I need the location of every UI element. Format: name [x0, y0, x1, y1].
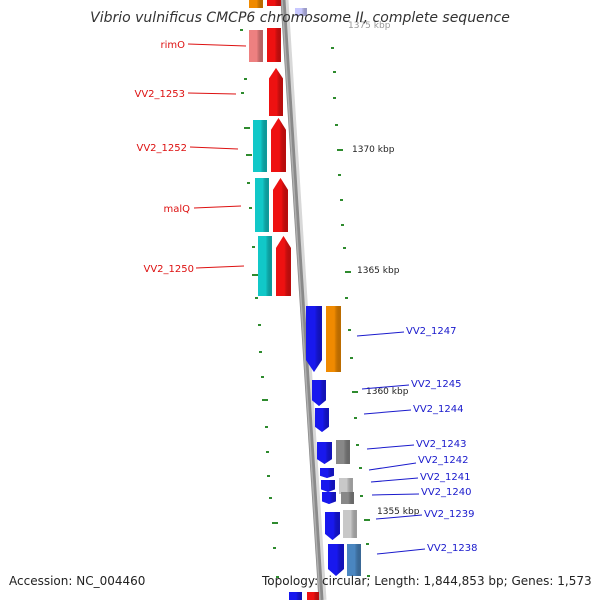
gene-leader-line [195, 265, 245, 269]
gene-shading [276, 236, 291, 296]
gene-shading [253, 120, 267, 172]
gene-leader-line [366, 444, 415, 450]
gene-label-left[interactable]: rimO [160, 40, 185, 51]
gene-shading [315, 408, 329, 432]
gene-shading [336, 440, 350, 464]
gene-leader-line [193, 205, 242, 209]
gene-shading [273, 178, 288, 232]
gene-shading [258, 236, 272, 296]
scale-label: 1355 kbp [377, 507, 420, 517]
gene-label-left[interactable]: VV2_1253 [135, 89, 186, 100]
gene-shading [326, 306, 341, 372]
gene-shading [347, 544, 361, 576]
gene-shading [306, 306, 322, 372]
backbone-highlight [281, 0, 321, 600]
gene-shading [339, 478, 353, 494]
gene-label-right[interactable]: VV2_1240 [421, 487, 472, 498]
gene-shading [322, 492, 336, 504]
gene-label-right[interactable]: VV2_1247 [406, 326, 457, 337]
gene-shading [321, 480, 335, 492]
gene-shading [249, 30, 263, 62]
gene-shading [312, 380, 326, 406]
accession-label: Accession: NC_004460 [9, 574, 146, 588]
scale-label: 1370 kbp [352, 145, 395, 155]
gene-label-right[interactable]: VV2_1245 [411, 379, 462, 390]
gene-leader-line [375, 514, 423, 520]
chromosome-backbone [280, 0, 324, 600]
gene-label-right[interactable]: VV2_1241 [420, 472, 471, 483]
gene-label-right[interactable]: VV2_1244 [413, 404, 464, 415]
gene-shading [267, 0, 281, 6]
genome-summary-label: Topology: circular; Length: 1,844,853 bp… [262, 574, 592, 588]
map-title: Vibrio vulnificus CMCP6 chromosome II, c… [90, 10, 510, 26]
gene-shading [255, 178, 269, 232]
gene-leader-line [371, 493, 420, 496]
gene-leader-line [189, 146, 239, 150]
gene-leader-line [376, 548, 426, 555]
gene-label-left[interactable]: malQ [163, 204, 190, 215]
gene-label-right[interactable]: VV2_1242 [418, 455, 469, 466]
scale-label: 1360 kbp [366, 387, 409, 397]
scale-label: 1375 kbp [348, 21, 391, 31]
gene-shading [343, 510, 357, 538]
gene-leader-line [370, 477, 419, 483]
gene-label-left[interactable]: VV2_1252 [137, 143, 188, 154]
gene-leader-line [363, 409, 412, 415]
scale-label: 1365 kbp [357, 266, 400, 276]
gene-label-left[interactable]: VV2_1250 [144, 264, 195, 275]
gene-shading [269, 68, 283, 116]
gene-shading [271, 118, 286, 172]
gene-leader-line [356, 331, 405, 337]
gene-shading [307, 592, 319, 600]
gene-shading [267, 28, 281, 62]
gene-shading [328, 544, 344, 576]
gene-label-right[interactable]: VV2_1239 [424, 509, 475, 520]
gene-leader-line [368, 462, 417, 471]
gene-label-right[interactable]: VV2_1243 [416, 439, 467, 450]
gene-shading [289, 592, 302, 600]
gene-shading [249, 0, 263, 8]
gene-shading [341, 492, 354, 504]
gene-shading [295, 8, 307, 16]
gene-shading [325, 512, 340, 540]
gene-shading [317, 442, 332, 464]
gene-leader-line [187, 43, 247, 47]
gene-shading [320, 468, 334, 478]
gene-leader-line [187, 92, 237, 95]
gene-label-right[interactable]: VV2_1238 [427, 543, 478, 554]
gene-leader-line [361, 384, 410, 390]
